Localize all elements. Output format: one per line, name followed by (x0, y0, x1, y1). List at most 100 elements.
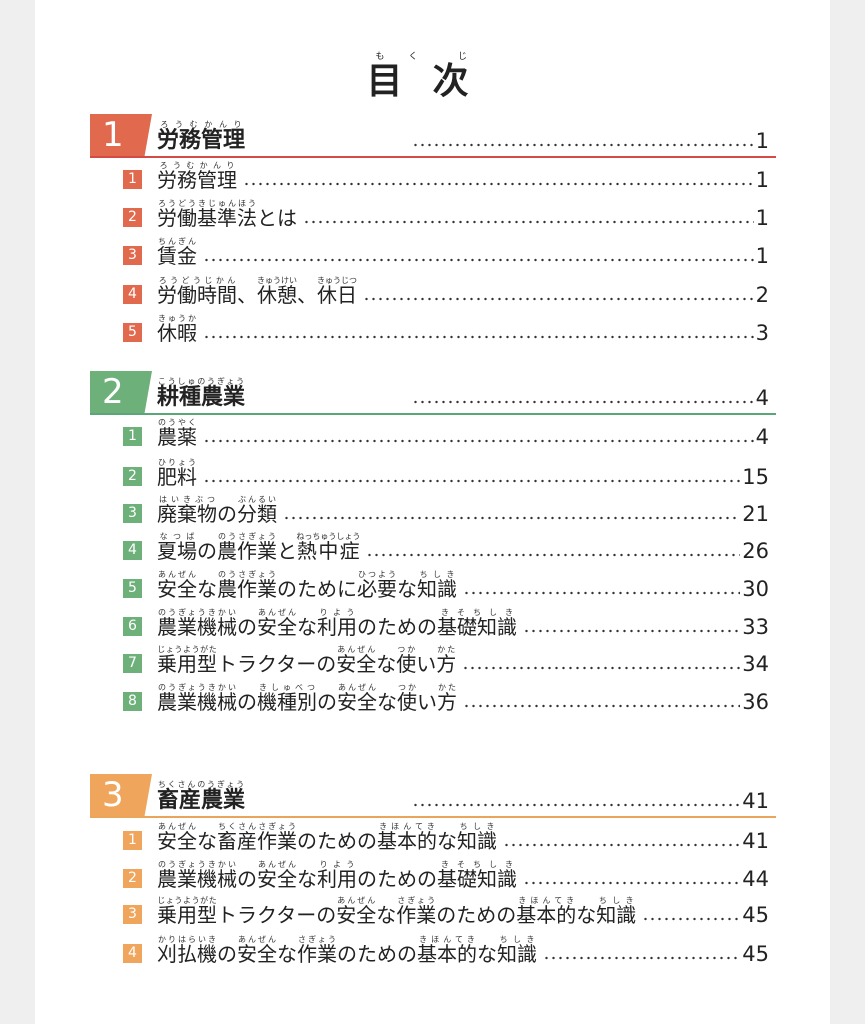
toc-entry[interactable]: 2 労働基準法ろうどうきじゅんほうとは 1 (0, 193, 865, 233)
toc-entry[interactable]: 5 休暇きゅうか 3 (0, 308, 865, 348)
ruby-text: 休憩きゅうけい (257, 276, 297, 307)
dot-leader (523, 881, 740, 885)
section-title[interactable]: 畜産農業ちくさんのうぎょう (157, 780, 245, 812)
ruby-text: 農薬のうやく (157, 418, 197, 449)
section-underline (90, 413, 776, 415)
ruby-text: 作業さぎょう (297, 935, 337, 966)
ruby-text: 基礎知識きそちしき (437, 860, 517, 891)
ruby-text: 方かた (436, 645, 457, 676)
toc-entry-title[interactable]: 廃棄物はいきぶつの分類ぶんるい (157, 495, 277, 526)
item-number-badge: 4 (123, 285, 142, 304)
toc-entry-title[interactable]: 労働基準法ろうどうきじゅんほうとは (157, 199, 297, 230)
toc-entry-title[interactable]: 農業機械のうぎょうきかいの機種別きしゅべつの安全あんぜんな使つかい方かた (157, 683, 457, 714)
page-number: 1 (755, 206, 769, 230)
ruby-text: 分類ぶんるい (237, 495, 277, 526)
ruby-text: 労働基準法ろうどうきじゅんほう (157, 199, 257, 230)
toc-entry-title[interactable]: 刈払機かりはらいきの安全あんぜんな作業さぎょうのための基本的きほんてきな知識ちし… (157, 935, 537, 966)
section-heading[interactable]: 1 労務管理ろうむかんり 1 (0, 114, 865, 158)
item-number-badge: 3 (123, 905, 142, 924)
item-number-badge: 2 (123, 869, 142, 888)
ruby-text: 賃金ちんぎん (157, 237, 197, 268)
ruby-text: 知識ちしき (497, 935, 537, 966)
item-number-badge: 6 (123, 617, 142, 636)
ruby-text: 安全あんぜん (257, 608, 297, 639)
page-number: 36 (742, 690, 769, 714)
ruby-text: 次じ (432, 52, 499, 102)
toc-entry[interactable]: 4 労働時間ろうどうじかん、休憩きゅうけい、休日きゅうじつ 2 (0, 270, 865, 310)
dot-leader (412, 143, 754, 147)
toc-entry-title[interactable]: 労働時間ろうどうじかん、休憩きゅうけい、休日きゅうじつ (157, 276, 357, 307)
ruby-text: 労務管理ろうむかんり (157, 120, 246, 153)
page-number: 45 (742, 903, 769, 927)
dot-leader (203, 479, 740, 483)
ruby-text: 耕種農業こうしゅのうぎょう (157, 377, 246, 410)
ruby-text: 安全あんぜん (237, 935, 277, 966)
dot-leader (412, 400, 754, 404)
dot-leader (412, 803, 740, 807)
item-number-badge: 3 (123, 246, 142, 265)
toc-entry-title[interactable]: 賃金ちんぎん (157, 237, 197, 267)
toc-entry[interactable]: 7 乗用型じょうようがたトラクターの安全あんぜんな使つかい方かた 34 (0, 639, 865, 679)
section-underline (90, 816, 776, 818)
toc-entry-title[interactable]: 安全あんぜんな農作業のうさぎょうのために必要ひつような知識ちしき (157, 570, 457, 601)
ruby-text: 安全あんぜん (257, 860, 297, 891)
toc-entry[interactable]: 4 刈払機かりはらいきの安全あんぜんな作業さぎょうのための基本的きほんてきな知識ち… (0, 929, 865, 969)
dot-leader (503, 843, 740, 847)
toc-entry[interactable]: 3 乗用型じょうようがたトラクターの安全あんぜんな作業さぎょうのための基本的きほん… (0, 890, 865, 930)
dot-leader (642, 917, 740, 921)
item-number-badge: 4 (123, 541, 142, 560)
ruby-text: 農作業のうさぎょう (217, 570, 277, 601)
toc-entry[interactable]: 2 肥料ひりょう 15 (0, 452, 865, 492)
section-number-badge: 2 (90, 371, 152, 413)
item-number-badge: 5 (123, 323, 142, 342)
toc-entry[interactable]: 6 農業機械のうぎょうきかいの安全あんぜんな利用りようのための基礎知識きそちしき 3… (0, 602, 865, 642)
page-title: 目もく次じ (0, 52, 865, 104)
page-number: 4 (755, 425, 769, 449)
toc-entry-title[interactable]: 休暇きゅうか (157, 314, 197, 344)
section-title[interactable]: 耕種農業こうしゅのうぎょう (157, 377, 245, 409)
toc-entry[interactable]: 1 安全あんぜんな畜産作業ちくさんさぎょうのための基本的きほんてきな知識ちしき 41 (0, 816, 865, 856)
section-heading[interactable]: 3 畜産農業ちくさんのうぎょう 41 (0, 774, 865, 818)
toc-entry-title[interactable]: 農薬のうやく (157, 418, 197, 448)
ruby-text: 農業機械のうぎょうきかい (157, 608, 237, 639)
ruby-text: 熱中症ねっちゅうしょう (296, 532, 361, 563)
toc-entry-title[interactable]: 乗用型じょうようがたトラクターの安全あんぜんな使つかい方かた (157, 645, 457, 676)
ruby-text: 使つか (396, 645, 417, 676)
toc-entry[interactable]: 2 農業機械のうぎょうきかいの安全あんぜんな利用りようのための基礎知識きそちしき 4… (0, 854, 865, 894)
toc-entry-title[interactable]: 農業機械のうぎょうきかいの安全あんぜんな利用りようのための基礎知識きそちしき (157, 860, 517, 891)
toc-entry-title[interactable]: 乗用型じょうようがたトラクターの安全あんぜんな作業さぎょうのための基本的きほんて… (157, 896, 637, 927)
ruby-text: 農作業のうさぎょう (217, 532, 277, 563)
toc-entry[interactable]: 8 農業機械のうぎょうきかいの機種別きしゅべつの安全あんぜんな使つかい方かた 36 (0, 677, 865, 717)
toc-entry-title[interactable]: 肥料ひりょう (157, 458, 197, 488)
toc-entry[interactable]: 1 農薬のうやく 4 (0, 412, 865, 452)
section-underline (90, 156, 776, 158)
page-number: 3 (755, 321, 769, 345)
toc-entry[interactable]: 3 廃棄物はいきぶつの分類ぶんるい 21 (0, 489, 865, 529)
page-number: 45 (742, 942, 769, 966)
section-heading[interactable]: 2 耕種農業こうしゅのうぎょう 4 (0, 371, 865, 415)
ruby-text: 安全あんぜん (336, 645, 377, 676)
ruby-text: 基本的きほんてき (417, 935, 477, 966)
dot-leader (303, 220, 754, 224)
page-number: 2 (755, 283, 769, 307)
ruby-text: 刈払機かりはらいき (157, 935, 217, 966)
toc-entry[interactable]: 1 労務管理ろうむかんり 1 (0, 155, 865, 195)
dot-leader (366, 553, 740, 557)
ruby-text: 肥料ひりょう (157, 458, 197, 489)
page-number: 21 (742, 502, 769, 526)
section-title[interactable]: 労務管理ろうむかんり (157, 120, 245, 152)
toc-entry[interactable]: 5 安全あんぜんな農作業のうさぎょうのために必要ひつような知識ちしき 30 (0, 564, 865, 604)
toc-entry-title[interactable]: 夏場なつばの農作業のうさぎょうと熱中症ねっちゅうしょう (157, 532, 361, 563)
ruby-text: 利用りよう (317, 860, 357, 891)
page-number: 30 (742, 577, 769, 601)
item-number-badge: 8 (123, 692, 142, 711)
toc-entry-title[interactable]: 労務管理ろうむかんり (157, 161, 237, 191)
toc-entry-title[interactable]: 安全あんぜんな畜産作業ちくさんさぎょうのための基本的きほんてきな知識ちしき (157, 822, 497, 853)
toc-entry[interactable]: 4 夏場なつばの農作業のうさぎょうと熱中症ねっちゅうしょう 26 (0, 526, 865, 566)
toc-entry-title[interactable]: 農業機械のうぎょうきかいの安全あんぜんな利用りようのための基礎知識きそちしき (157, 608, 517, 639)
dot-leader (463, 591, 740, 595)
dot-leader (523, 629, 740, 633)
toc-entry[interactable]: 3 賃金ちんぎん 1 (0, 231, 865, 271)
item-number-badge: 4 (123, 944, 142, 963)
ruby-text: 方かた (437, 683, 457, 714)
